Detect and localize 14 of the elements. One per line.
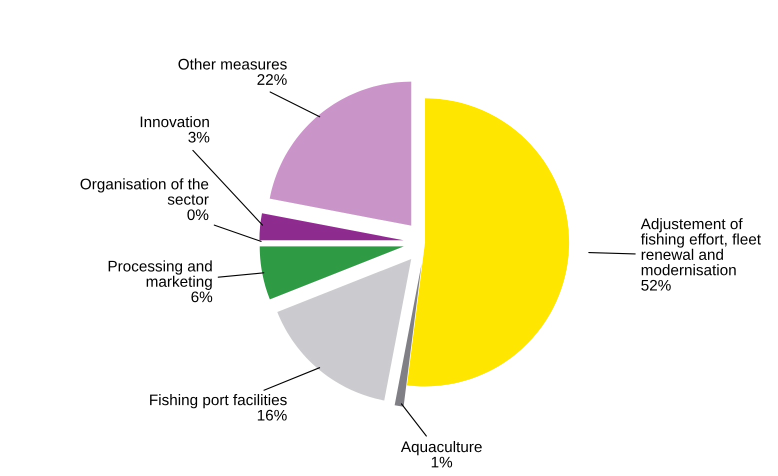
data-label: 52% [641,280,671,291]
data-label: 3% [188,132,210,143]
slice-label: Aquaculture [400,440,482,456]
data-label: 16% [258,410,287,421]
slice-label: Fishing port facilities [150,394,287,408]
slice-label: Innovation [140,116,209,128]
text: 0% [187,209,208,220]
slice-label: Other measures [178,58,287,70]
slice-label: Adjustement of fishing effort, fleet renewal and modernisation [640,218,761,276]
category-label: Organisation of the sector [80,178,209,205]
slice-label: Processing and marketing [108,260,212,290]
data-label: 1% [432,456,452,468]
data-label: 22% [257,74,287,85]
data-label: 6% [191,291,212,302]
